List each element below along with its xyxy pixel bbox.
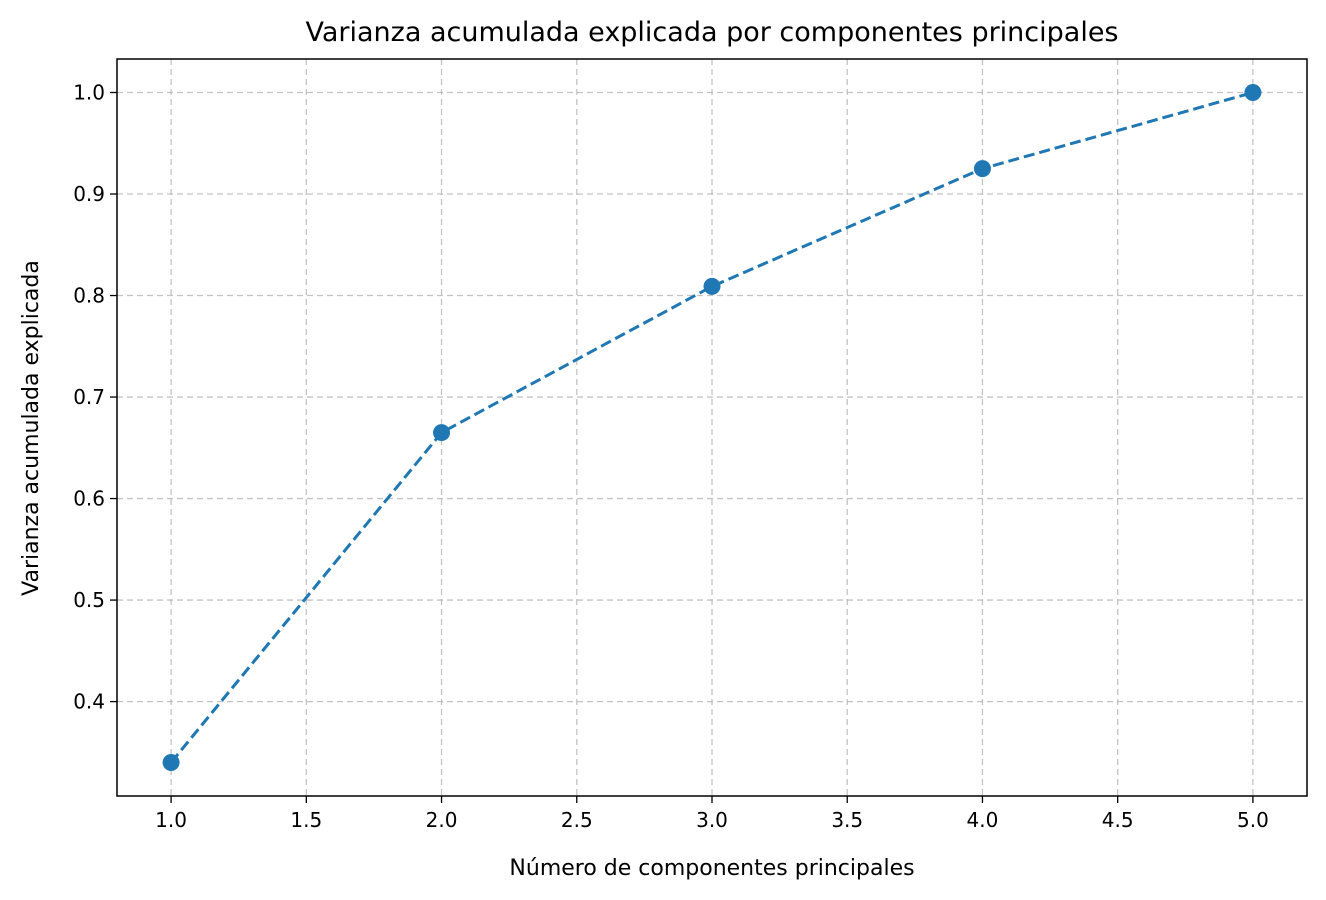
x-tick-label: 3.5 [831,808,863,832]
series-layer [162,84,1262,771]
x-tick-label: 3.0 [696,808,728,832]
y-tick-label: 0.8 [73,284,105,308]
grid [117,59,1307,796]
y-tick-label: 0.7 [73,385,105,409]
x-tick-label: 5.0 [1237,808,1269,832]
data-point [1244,84,1262,101]
x-tick-label: 1.0 [155,808,187,832]
y-tick-label: 1.0 [73,81,105,105]
series-line [169,91,1254,764]
x-tick-label: 1.5 [290,808,322,832]
y-axis: 0.4 0.5 0.6 0.7 0.8 0.9 1.0 [73,81,117,714]
y-tick-label: 0.5 [73,588,105,612]
data-point [703,277,721,295]
x-axis: 1.0 1.5 2.0 2.5 3.0 3.5 4.0 4.5 5.0 [155,796,1269,832]
data-point [162,754,180,771]
x-tick-label: 2.0 [426,808,458,832]
data-point [973,160,991,178]
x-axis-label: Número de componentes principales [509,856,914,881]
chart-title: Varianza acumulada explicada por compone… [305,17,1118,48]
y-tick-label: 0.4 [73,690,105,714]
y-tick-label: 0.9 [73,182,105,206]
x-tick-label: 4.5 [1102,808,1134,832]
y-tick-label: 0.6 [73,487,105,511]
x-tick-label: 4.0 [967,808,999,832]
y-axis-label: Varianza acumulada explicada [19,260,44,596]
x-tick-label: 2.5 [561,808,593,832]
data-point [433,424,451,442]
